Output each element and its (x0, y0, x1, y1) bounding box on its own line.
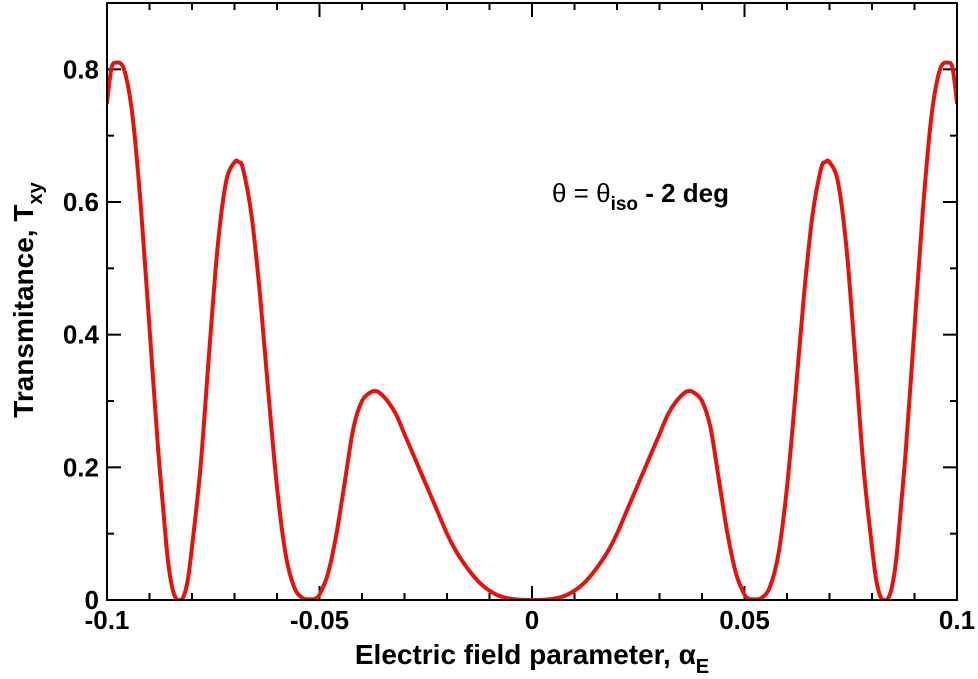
plot-frame (106, 2, 958, 601)
y-tick-label: 0.2 (63, 452, 99, 482)
tick-labels: -0.1 -0.05 0 0.05 0.1 0 0.2 0.4 0.6 0.8 (63, 54, 975, 635)
x-tick-label: -0.05 (290, 605, 349, 635)
x-tick-label: -0.1 (85, 605, 130, 635)
y-tick-label: 0.8 (63, 54, 99, 84)
transmittance-line (107, 60, 957, 600)
y-tick-label: 0 (85, 585, 99, 615)
x-tick-label: 0.1 (939, 605, 975, 635)
x-tick-label: 0.05 (719, 605, 770, 635)
axis-ticks (106, 2, 958, 601)
y-axis-title: Transmitance, Txy (8, 181, 47, 417)
x-tick-label: 0 (525, 605, 539, 635)
x-axis-title: Electric field parameter, αE (355, 639, 709, 678)
annotation: θ = θiso - 2 deg (552, 178, 729, 215)
y-tick-label: 0.4 (63, 320, 100, 350)
y-tick-label: 0.6 (63, 187, 99, 217)
